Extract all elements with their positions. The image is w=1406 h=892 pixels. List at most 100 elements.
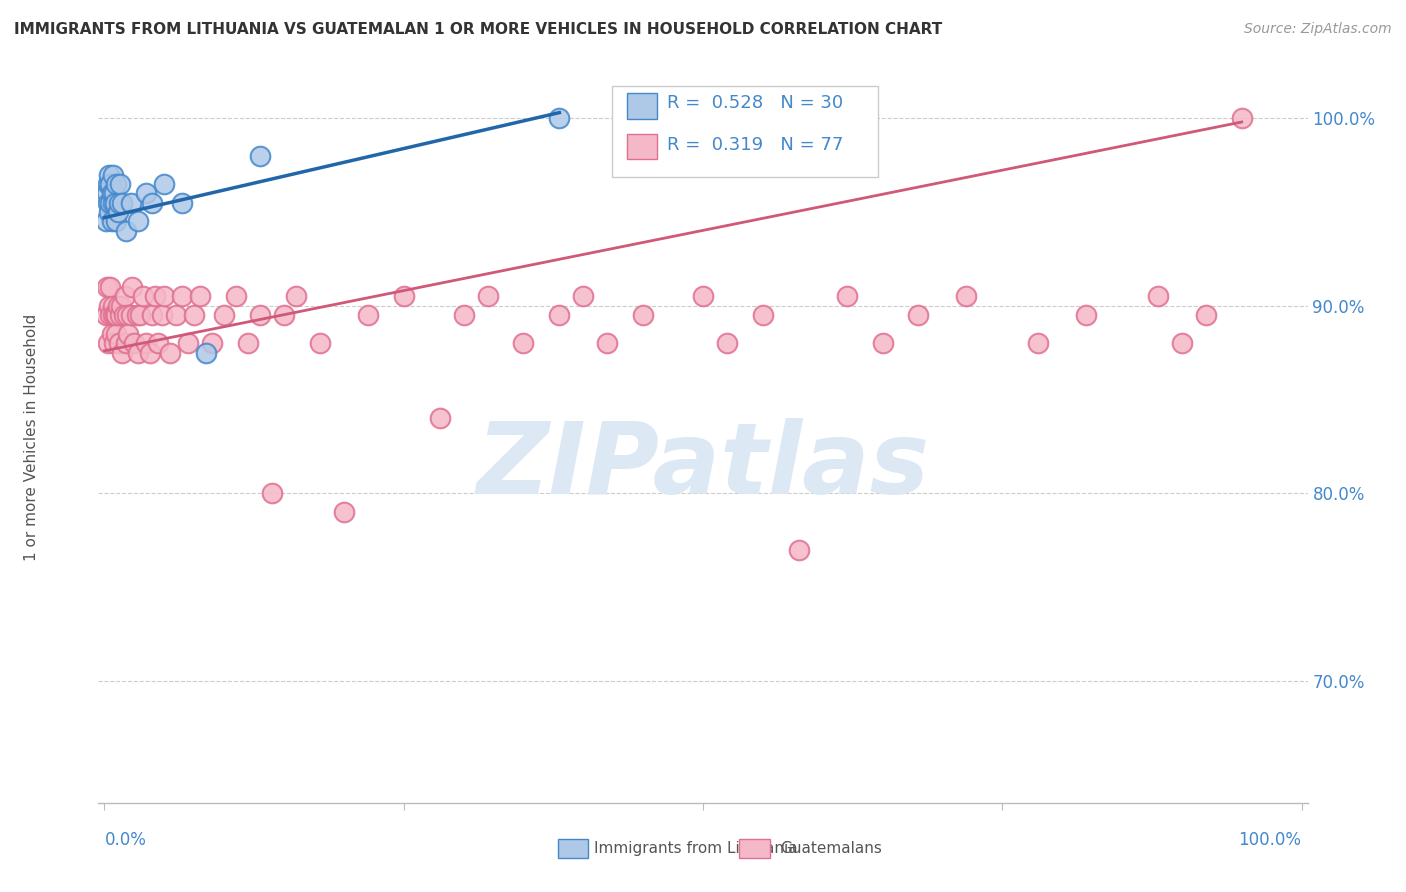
Point: [117, 326, 139, 341]
Point: [101, 299, 124, 313]
Point: [141, 308, 163, 322]
Point: [124, 336, 146, 351]
Point: [98, 205, 121, 219]
Bar: [627, 94, 657, 119]
Point: [111, 345, 134, 359]
Point: [100, 214, 122, 228]
Point: [94, 214, 117, 228]
Point: [225, 289, 247, 303]
Point: [1074, 308, 1097, 322]
Point: [572, 289, 595, 303]
Point: [101, 168, 124, 182]
Point: [143, 289, 166, 303]
Point: [114, 289, 136, 303]
Text: R =  0.319   N = 77: R = 0.319 N = 77: [666, 136, 844, 153]
Point: [98, 168, 121, 182]
Point: [212, 308, 235, 322]
Point: [115, 308, 138, 322]
Point: [141, 195, 163, 210]
Point: [97, 336, 120, 351]
FancyBboxPatch shape: [613, 86, 879, 178]
Point: [127, 214, 149, 228]
Bar: [740, 839, 769, 858]
Point: [1171, 336, 1194, 351]
Point: [112, 308, 135, 322]
Point: [273, 308, 295, 322]
Point: [110, 299, 132, 313]
Point: [111, 195, 134, 210]
Bar: [627, 134, 657, 159]
Point: [172, 195, 194, 210]
Point: [309, 336, 332, 351]
Point: [100, 177, 122, 191]
Point: [548, 112, 571, 126]
Point: [165, 308, 187, 322]
Point: [105, 326, 128, 341]
Point: [101, 195, 124, 210]
Bar: [558, 839, 588, 858]
Point: [98, 299, 121, 313]
Point: [787, 542, 810, 557]
Point: [195, 345, 218, 359]
Point: [249, 308, 271, 322]
Point: [477, 289, 499, 303]
Point: [357, 308, 380, 322]
Point: [752, 308, 775, 322]
Point: [107, 299, 129, 313]
Point: [132, 289, 155, 303]
Point: [100, 195, 122, 210]
Text: 0.0%: 0.0%: [104, 831, 146, 849]
Point: [94, 308, 117, 322]
Point: [716, 336, 738, 351]
Point: [153, 289, 176, 303]
Point: [104, 308, 127, 322]
Point: [96, 280, 118, 294]
Text: Source: ZipAtlas.com: Source: ZipAtlas.com: [1244, 22, 1392, 37]
Point: [135, 336, 157, 351]
Point: [135, 186, 157, 201]
Point: [453, 308, 475, 322]
Text: 1 or more Vehicles in Household: 1 or more Vehicles in Household: [24, 313, 39, 561]
Point: [100, 186, 122, 201]
Point: [120, 308, 142, 322]
Point: [1026, 336, 1049, 351]
Point: [100, 326, 122, 341]
Point: [284, 289, 307, 303]
Point: [96, 186, 118, 201]
Point: [107, 336, 129, 351]
Point: [153, 177, 176, 191]
Point: [512, 336, 534, 351]
Text: 100.0%: 100.0%: [1239, 831, 1302, 849]
Point: [103, 186, 125, 201]
Point: [183, 308, 205, 322]
Point: [107, 195, 129, 210]
Point: [249, 149, 271, 163]
Point: [150, 308, 173, 322]
Point: [872, 336, 894, 351]
Point: [103, 336, 125, 351]
Point: [177, 336, 200, 351]
Point: [97, 195, 120, 210]
Text: Immigrants from Lithuania: Immigrants from Lithuania: [595, 841, 797, 856]
Point: [107, 205, 129, 219]
Text: Guatemalans: Guatemalans: [780, 841, 882, 856]
Point: [97, 177, 120, 191]
Point: [260, 486, 283, 500]
Point: [115, 336, 138, 351]
Point: [115, 224, 138, 238]
Point: [333, 505, 356, 519]
Point: [631, 308, 654, 322]
Point: [596, 336, 619, 351]
Point: [159, 345, 181, 359]
Point: [1195, 308, 1218, 322]
Point: [100, 280, 122, 294]
Point: [108, 177, 131, 191]
Point: [108, 308, 131, 322]
Point: [429, 411, 451, 425]
Point: [105, 214, 128, 228]
Point: [104, 195, 127, 210]
Point: [692, 289, 714, 303]
Point: [1230, 112, 1253, 126]
Point: [100, 308, 122, 322]
Point: [835, 289, 858, 303]
